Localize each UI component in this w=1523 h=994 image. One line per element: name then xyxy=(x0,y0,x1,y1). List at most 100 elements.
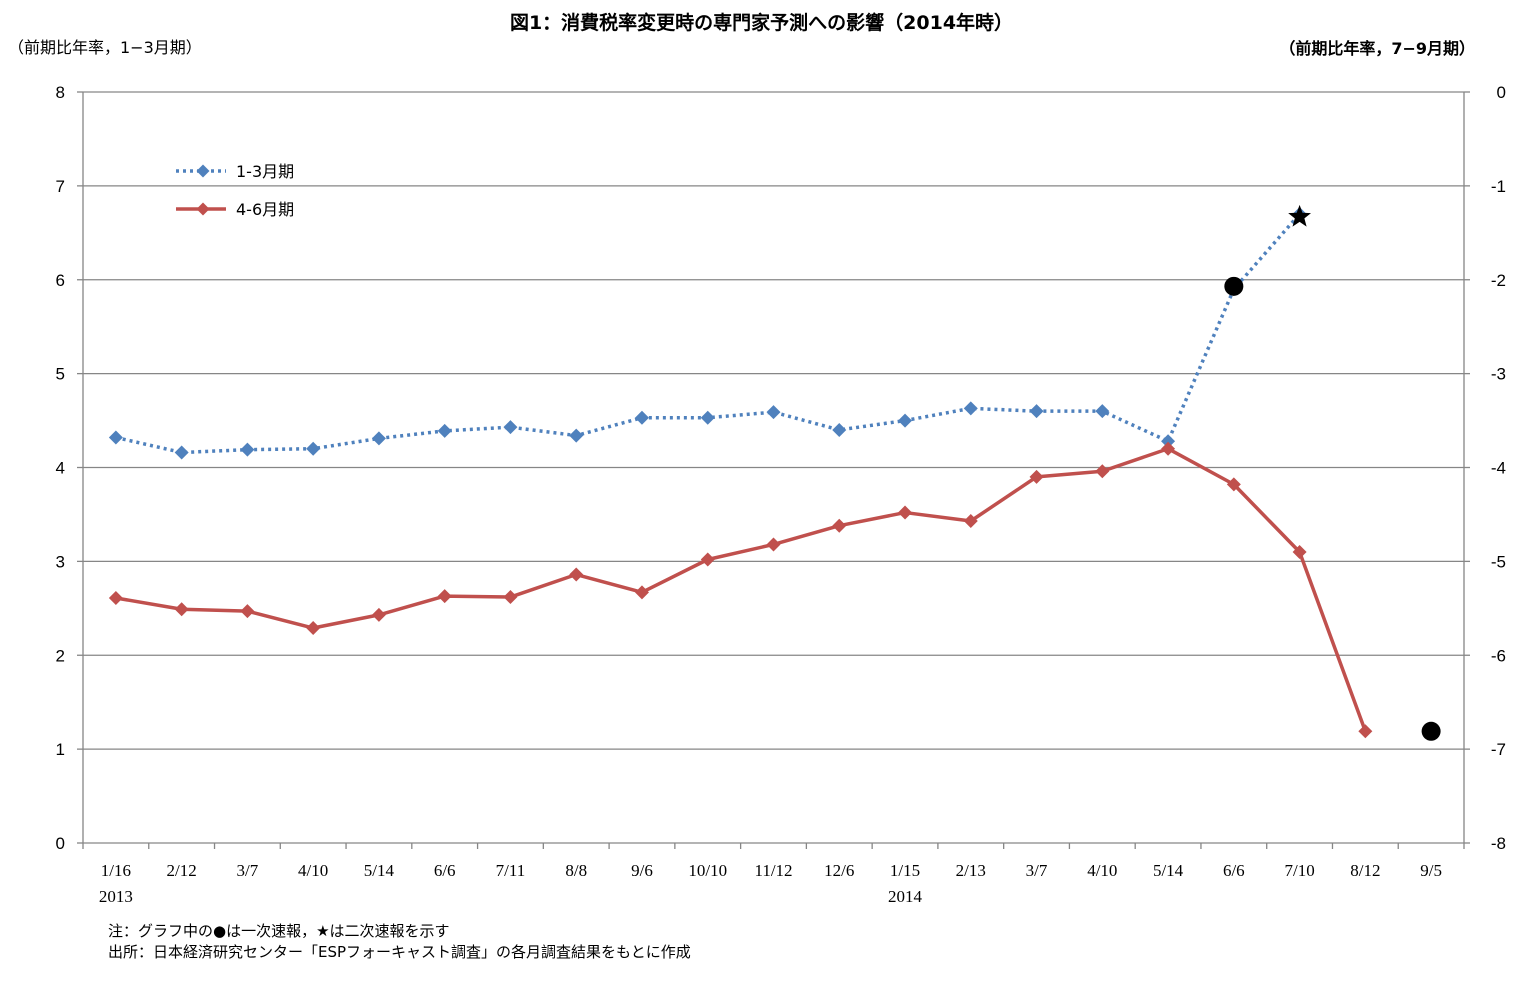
legend-label-1-3: 1-3月期 xyxy=(236,162,294,181)
second-release-star-marker xyxy=(1288,204,1311,227)
x-tick-label: 11/12 xyxy=(754,861,792,880)
data-point-4-6 xyxy=(1358,724,1373,739)
x-tick-label: 5/14 xyxy=(364,861,395,880)
data-point-4-6 xyxy=(1161,441,1176,456)
x-tick-label: 8/12 xyxy=(1350,861,1380,880)
data-point-4-6 xyxy=(1095,464,1110,479)
note-legend-explanation: 注：グラフ中の●は一次速報，★は二次速報を示す xyxy=(108,922,450,940)
data-point-4-6 xyxy=(174,602,189,617)
x-tick-label: 3/7 xyxy=(1026,861,1048,880)
data-point-1-3 xyxy=(963,401,978,416)
right-y-axis-ticks: -8 -7 -6 -5 -4 -3 -2 -1 0 xyxy=(1491,83,1506,853)
right-tick-label: -1 xyxy=(1491,177,1506,196)
x-tick-label: 7/10 xyxy=(1284,861,1314,880)
data-point-4-6 xyxy=(832,518,847,533)
x-tick-label: 6/6 xyxy=(434,861,456,880)
data-point-4-6 xyxy=(569,567,584,582)
right-tick-label: -3 xyxy=(1491,365,1506,384)
left-y-axis-ticks: 0 1 2 3 4 5 6 7 8 xyxy=(56,83,65,853)
data-point-4-6 xyxy=(898,505,913,520)
data-point-4-6 xyxy=(108,590,123,605)
data-point-1-3 xyxy=(832,422,847,437)
left-tick-label: 3 xyxy=(56,552,65,571)
gridlines xyxy=(83,185,1464,750)
data-point-1-3 xyxy=(634,410,649,425)
series-lines xyxy=(108,207,1373,739)
left-tick-label: 4 xyxy=(56,459,65,478)
x-tick-label: 7/11 xyxy=(496,861,526,880)
preliminary-release-marker xyxy=(1421,721,1441,741)
data-point-4-6 xyxy=(240,604,255,619)
line-chart: 0 1 2 3 4 5 6 7 8 -8 -7 -6 -5 -4 -3 -2 -1 0 1/16 2013 2/12… xyxy=(56,83,1506,906)
left-tick-label: 7 xyxy=(56,177,65,196)
data-point-1-3 xyxy=(766,405,781,420)
x-axis-ticks: 1/16 2013 2/12 3/7 4/10 5/14 6/6 7/11 8/8 9/6 10/1… xyxy=(99,861,1442,906)
right-tick-label: 0 xyxy=(1497,83,1506,102)
data-point-1-3 xyxy=(1161,434,1176,449)
chart-title: 図1：消費税率変更時の専門家予測への影響（2014年時） xyxy=(509,12,1014,34)
data-point-1-3 xyxy=(371,431,386,446)
data-point-4-6 xyxy=(437,589,452,604)
legend-marker-4-6 xyxy=(196,202,210,216)
legend-label-4-6: 4-6月期 xyxy=(236,200,294,219)
data-point-1-3 xyxy=(437,423,452,438)
legend-item-4-6: 4-6月期 xyxy=(176,200,294,219)
right-axis-unit: （前期比年率，7−9月期） xyxy=(1279,39,1475,58)
x-tick-label: 4/10 xyxy=(298,861,328,880)
left-tick-label: 0 xyxy=(56,834,65,853)
data-point-1-3 xyxy=(240,442,255,457)
right-tick-label: -2 xyxy=(1491,271,1506,290)
legend-item-1-3: 1-3月期 xyxy=(176,162,294,181)
series-line-4-6 xyxy=(115,446,1368,732)
axes xyxy=(77,91,1470,849)
data-point-4-6 xyxy=(1292,544,1307,559)
x-tick-label: 3/7 xyxy=(237,861,259,880)
data-point-4-6 xyxy=(1029,469,1044,484)
x-year-label: 2013 xyxy=(99,887,133,906)
data-point-4-6 xyxy=(1226,477,1241,492)
x-tick-label: 1/15 xyxy=(890,861,920,880)
data-point-1-3 xyxy=(503,420,518,435)
x-tick-label: 5/14 xyxy=(1153,861,1184,880)
legend-marker-1-3 xyxy=(196,164,210,178)
x-tick-label: 8/8 xyxy=(565,861,587,880)
left-tick-label: 1 xyxy=(56,740,65,759)
data-point-4-6 xyxy=(766,537,781,552)
data-point-4-6 xyxy=(371,607,386,622)
left-tick-label: 6 xyxy=(56,271,65,290)
preliminary-release-marker xyxy=(1224,276,1244,296)
x-tick-label: 9/5 xyxy=(1420,861,1442,880)
x-tick-label: 4/10 xyxy=(1087,861,1117,880)
data-point-4-6 xyxy=(963,514,978,529)
right-tick-label: -7 xyxy=(1491,740,1506,759)
x-year-label: 2014 xyxy=(888,887,923,906)
left-axis-unit: （前期比年率，1−3月期） xyxy=(8,38,202,57)
footnotes: 注：グラフ中の●は一次速報，★は二次速報を示す 出所：日本経済研究センター「ES… xyxy=(108,921,691,963)
left-tick-label: 5 xyxy=(56,365,65,384)
note-source: 出所：日本経済研究センター「ESPフォーキャスト調査」の各月調査結果をもとに作成 xyxy=(108,943,691,961)
left-tick-label: 2 xyxy=(56,646,65,665)
right-tick-label: -4 xyxy=(1491,459,1506,478)
data-point-1-3 xyxy=(174,445,189,460)
data-point-4-6 xyxy=(503,590,518,605)
data-point-1-3 xyxy=(1095,404,1110,419)
data-point-4-6 xyxy=(306,621,321,636)
left-tick-label: 8 xyxy=(56,83,65,102)
data-point-1-3 xyxy=(898,413,913,428)
x-tick-label: 2/13 xyxy=(956,861,986,880)
x-tick-label: 2/12 xyxy=(167,861,197,880)
data-point-4-6 xyxy=(634,585,649,600)
legend: 1-3月期 4-6月期 xyxy=(176,162,294,219)
data-point-1-3 xyxy=(569,428,584,443)
right-tick-label: -8 xyxy=(1491,834,1506,853)
right-tick-label: -6 xyxy=(1491,646,1506,665)
x-tick-label: 12/6 xyxy=(824,861,854,880)
data-point-1-3 xyxy=(1029,404,1044,419)
x-tick-label: 9/6 xyxy=(631,861,653,880)
data-point-1-3 xyxy=(700,410,715,425)
x-tick-label: 6/6 xyxy=(1223,861,1245,880)
data-point-1-3 xyxy=(108,430,123,445)
right-tick-label: -5 xyxy=(1491,552,1506,571)
x-tick-label: 10/10 xyxy=(688,861,727,880)
release-markers xyxy=(1224,204,1441,741)
